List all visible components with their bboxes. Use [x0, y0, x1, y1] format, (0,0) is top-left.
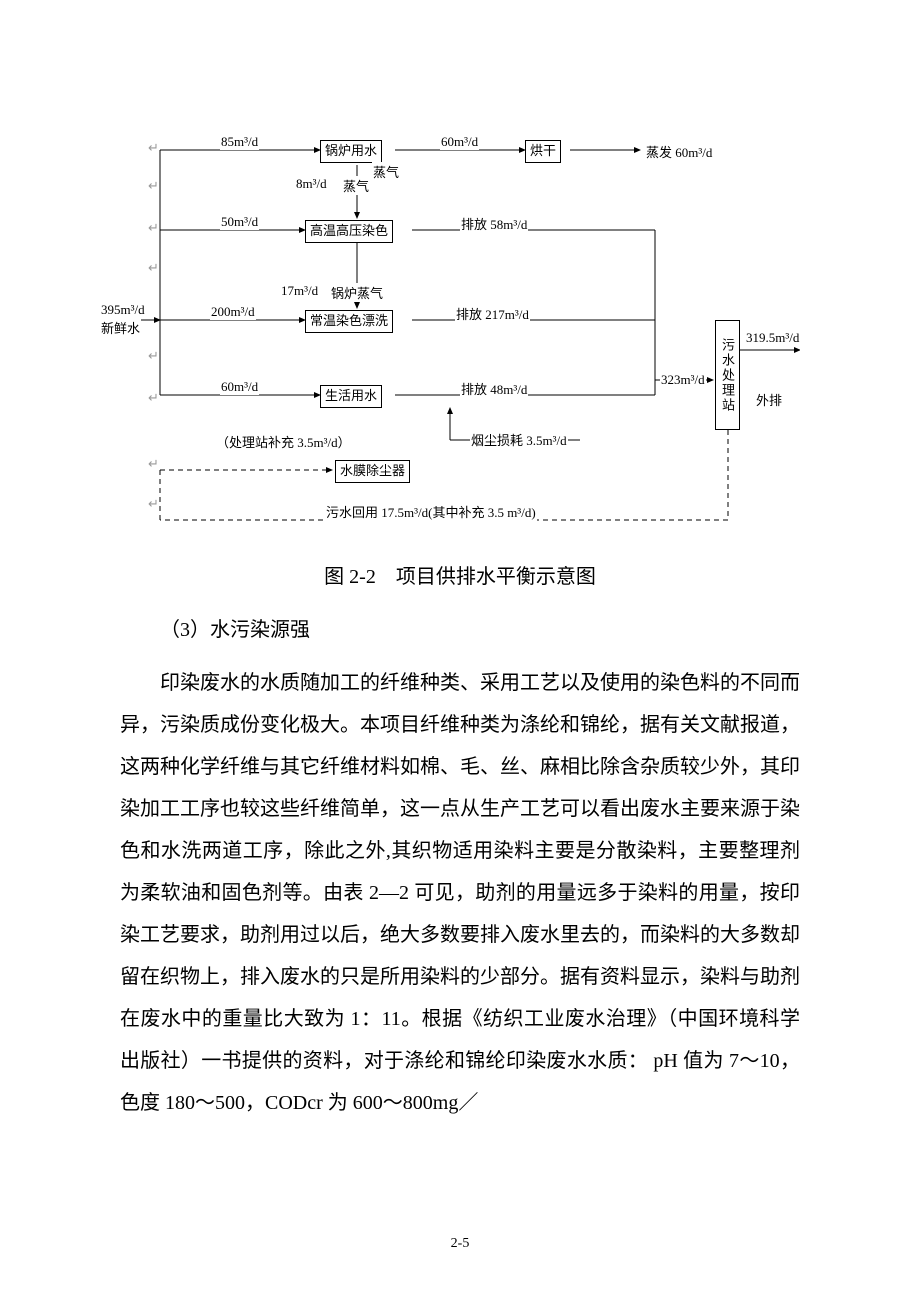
para-mark: ↵	[148, 390, 159, 406]
flow-ht: 50m³/d	[220, 214, 259, 230]
flow-boiler-ht-steam: 8m³/d	[295, 176, 328, 192]
lbl-outlet: 外排	[755, 390, 783, 409]
flow-fresh-in: 395m³/d	[100, 302, 146, 318]
flow-treatment-out: 319.5m³/d	[745, 330, 800, 346]
lbl-boiler-steam: 锅炉蒸气	[330, 283, 384, 302]
flow-boiler-rt-steam: 17m³/d	[280, 283, 319, 299]
para-mark: ↵	[148, 496, 159, 512]
flow-dom-discharge: 排放 48m³/d	[460, 379, 528, 398]
flow-dom: 60m³/d	[220, 379, 259, 395]
lbl-dust-loss: 烟尘损耗 3.5m³/d	[470, 430, 568, 449]
node-boiler-water: 锅炉用水	[320, 140, 382, 163]
figure-caption: 图 2-2 项目供排水平衡示意图	[120, 560, 800, 589]
body-paragraph: 印染废水的水质随加工的纤维种类、采用工艺以及使用的染色料的不同而异，污染质成份变…	[120, 662, 800, 1124]
node-domestic: 生活用水	[320, 385, 382, 408]
flow-boiler: 85m³/d	[220, 134, 259, 150]
lbl-supplement: （处理站补充 3.5m³/d）	[215, 432, 352, 451]
para-mark: ↵	[148, 456, 159, 472]
flow-boiler-dry: 60m³/d	[440, 134, 479, 150]
document-page: ↵ ↵ ↵ ↵ ↵ ↵ ↵ ↵ 395m³/d 新鲜水 85m³/d 50m³/…	[0, 0, 920, 1302]
lbl-steam-under-drying: 蒸气	[372, 162, 400, 181]
flow-rt: 200m³/d	[210, 304, 256, 320]
para-mark: ↵	[148, 260, 159, 276]
subheading-3: （3）水污染源强	[120, 613, 800, 642]
water-balance-diagram: ↵ ↵ ↵ ↵ ↵ ↵ ↵ ↵ 395m³/d 新鲜水 85m³/d 50m³/…	[120, 120, 800, 540]
para-mark: ↵	[148, 178, 159, 194]
node-treatment: 污水处理站	[715, 320, 740, 430]
flow-rt-discharge: 排放 217m³/d	[455, 304, 530, 323]
node-ht-dye: 高温高压染色	[305, 220, 393, 243]
node-rt-dye: 常温染色漂洗	[305, 310, 393, 333]
lbl-evap: 蒸发 60m³/d	[645, 142, 713, 161]
lbl-reuse: 污水回用 17.5m³/d(其中补充 3.5 m³/d)	[325, 502, 537, 521]
para-mark: ↵	[148, 348, 159, 364]
para-mark: ↵	[148, 220, 159, 236]
node-freshwater: 新鲜水	[100, 318, 141, 337]
lbl-steam: 蒸气	[342, 176, 370, 195]
flow-to-treatment: 323m³/d	[660, 372, 706, 388]
para-mark: ↵	[148, 140, 159, 156]
page-number: 2-5	[0, 1236, 920, 1252]
node-dust-collector: 水膜除尘器	[335, 460, 410, 483]
node-drying: 烘干	[525, 140, 561, 163]
flow-ht-discharge: 排放 58m³/d	[460, 214, 528, 233]
